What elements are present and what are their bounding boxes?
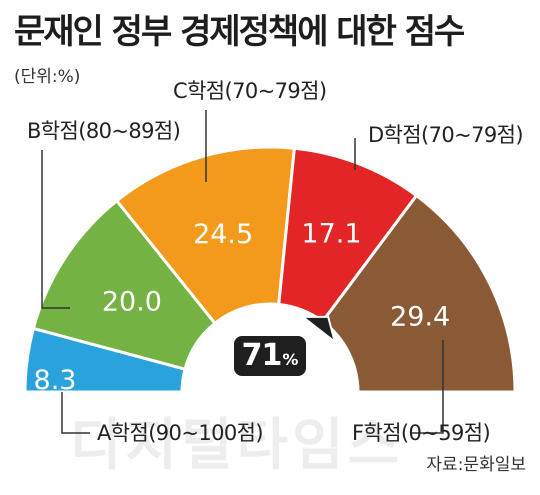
leader-line-f [410,340,444,434]
category-label-f: F학점(0~59점) [352,421,490,445]
overall-score-value: 71 [241,338,283,373]
gauge-needle [299,315,337,345]
source-credit: 자료:문화일보 [426,455,526,475]
value-label-d: 17.1 [301,219,361,250]
leader-line-b [41,150,70,309]
chart-title: 문재인 정부 경제정책에 대한 점수 [14,12,465,52]
value-label-a: 8.3 [34,365,77,396]
gauge-segment-c [114,145,297,326]
category-label-c: C학점(70~79점) [173,79,326,103]
overall-score-badge: 71 % [234,336,306,376]
watermark: 디지털타임스 [70,413,404,478]
category-label-d: D학점(70~79점) [368,123,523,147]
leader-line-a [61,392,90,434]
value-label-c: 24.5 [193,219,253,250]
category-label-a: A학점(90~100점) [97,421,263,445]
gauge-segment-f [320,193,517,394]
unit-label: (단위:%) [14,67,81,87]
category-label-b: B학점(80~89점) [27,119,180,143]
overall-score-unit: % [282,350,299,369]
value-label-f: 29.4 [390,302,450,333]
value-label-b: 20.0 [102,287,162,318]
